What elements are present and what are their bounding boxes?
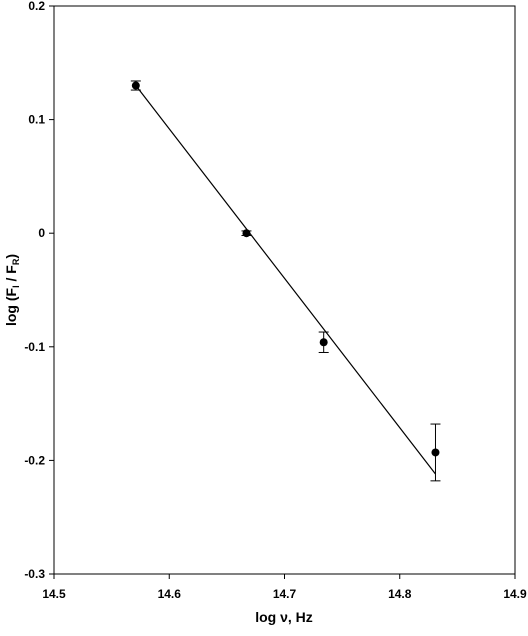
fit-line xyxy=(135,85,436,475)
y-tick-label: -0.2 xyxy=(24,453,45,467)
y-label-part: ) xyxy=(3,254,19,259)
plot-frame xyxy=(53,5,516,575)
y-label-sub: R xyxy=(11,258,21,265)
y-axis-label: log (FI / FR) xyxy=(3,254,21,326)
y-tick-label: 0.1 xyxy=(28,113,45,127)
data-point xyxy=(319,338,328,347)
y-tick-label: -0.1 xyxy=(24,340,45,354)
data-point xyxy=(431,448,440,457)
y-label-sub: I xyxy=(11,285,21,288)
y-label-part: log (F xyxy=(3,287,19,326)
y-tick-label: 0.2 xyxy=(28,0,45,13)
x-tick-label: 14.5 xyxy=(42,587,66,601)
y-tick-label: 0 xyxy=(38,226,45,240)
data-point xyxy=(242,229,251,238)
x-tick-label: 14.9 xyxy=(503,587,527,601)
x-tick-label: 14.6 xyxy=(158,587,182,601)
y-tick-label: -0.3 xyxy=(24,567,45,581)
y-label-part: / F xyxy=(3,265,19,286)
data-point xyxy=(131,81,140,90)
x-tick-label: 14.8 xyxy=(388,587,412,601)
x-axis-label: log ν, Hz xyxy=(255,609,313,625)
x-tick-label: 14.7 xyxy=(273,587,297,601)
